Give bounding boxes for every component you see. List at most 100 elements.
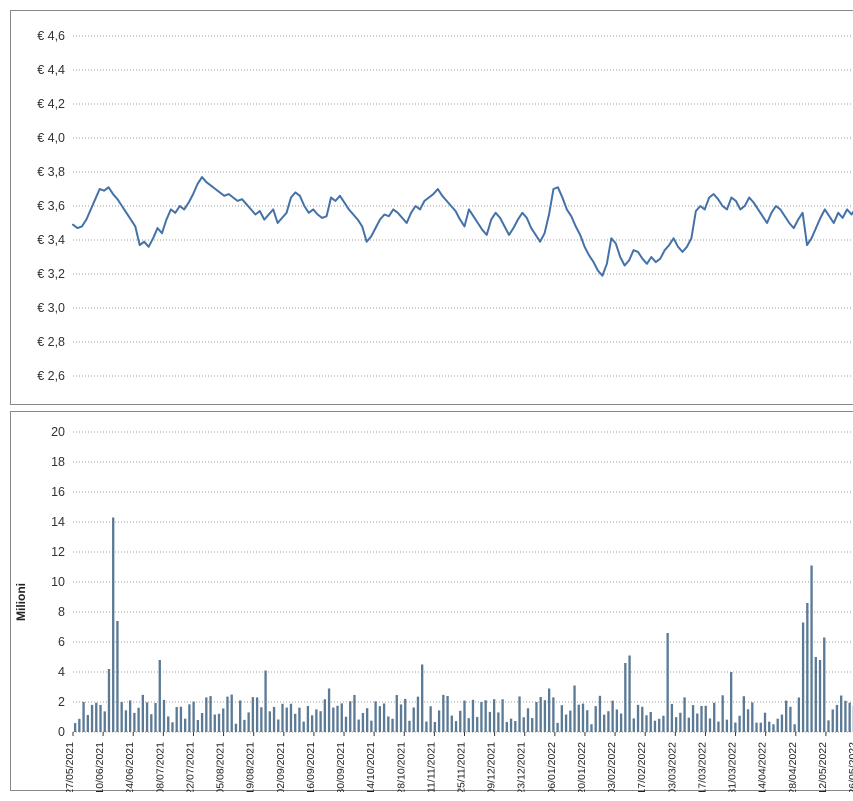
volume-bar xyxy=(243,720,245,732)
volume-x-tick-label: 27/05/2021 xyxy=(64,742,76,792)
volume-bar xyxy=(290,704,292,732)
volume-y-tick-label: 6 xyxy=(58,635,65,649)
volume-bar xyxy=(116,621,118,732)
volume-bar xyxy=(184,719,186,732)
volume-bar xyxy=(252,697,254,732)
volume-bar xyxy=(362,713,364,732)
volume-bar xyxy=(840,696,842,732)
volume-bar xyxy=(616,709,618,732)
volume-bar xyxy=(654,721,656,732)
volume-bar xyxy=(159,660,161,732)
volume-bar xyxy=(760,723,762,732)
volume-bar xyxy=(167,716,169,732)
volume-bar xyxy=(468,718,470,732)
volume-bar xyxy=(442,695,444,732)
volume-bar xyxy=(150,714,152,732)
price-y-tick-label: € 4,0 xyxy=(37,131,65,145)
volume-bar xyxy=(717,722,719,732)
volume-bar xyxy=(133,713,135,732)
price-y-tick-label: € 4,4 xyxy=(37,63,65,77)
volume-bar xyxy=(713,703,715,732)
volume-bar xyxy=(743,696,745,732)
volume-x-tick-label: 30/09/2021 xyxy=(335,742,347,792)
volume-y-tick-label: 8 xyxy=(58,605,65,619)
volume-bar xyxy=(658,719,660,732)
volume-bar xyxy=(451,716,453,732)
volume-bar xyxy=(383,703,385,732)
volume-bar xyxy=(734,723,736,732)
volume-bar xyxy=(303,722,305,732)
volume-x-tick-label: 09/12/2021 xyxy=(486,742,498,792)
volume-bar xyxy=(806,603,808,732)
volume-bar xyxy=(87,715,89,732)
volume-bar xyxy=(209,696,211,732)
volume-x-tick-label: 11/11/2021 xyxy=(425,742,437,792)
volume-bar xyxy=(578,705,580,732)
volume-bar xyxy=(472,700,474,732)
volume-bar xyxy=(91,705,93,732)
volume-bar xyxy=(683,697,685,732)
volume-bar xyxy=(709,718,711,732)
volume-bar xyxy=(349,701,351,732)
volume-x-tick-label: 19/08/2021 xyxy=(245,742,257,792)
volume-bar xyxy=(315,709,317,732)
volume-bar xyxy=(125,710,127,732)
price-y-tick-label: € 2,8 xyxy=(37,335,65,349)
volume-bar xyxy=(599,696,601,732)
volume-bar xyxy=(425,722,427,732)
volume-bar xyxy=(319,711,321,732)
volume-bar xyxy=(218,714,220,732)
volume-bar xyxy=(332,708,334,732)
volume-bar xyxy=(273,707,275,732)
volume-bar xyxy=(74,723,76,732)
volume-bar xyxy=(307,706,309,732)
volume-bar xyxy=(624,663,626,732)
volume-bar xyxy=(438,710,440,732)
volume-bar xyxy=(336,706,338,732)
volume-bar xyxy=(628,656,630,733)
volume-x-tick-label: 06/01/2022 xyxy=(546,742,558,792)
volume-bar xyxy=(531,718,533,732)
volume-x-tick-label: 24/06/2021 xyxy=(124,742,136,792)
volume-bar xyxy=(815,657,817,732)
volume-bar xyxy=(455,721,457,732)
volume-bar xyxy=(197,720,199,732)
volume-bar xyxy=(675,717,677,732)
volume-bar xyxy=(666,633,668,732)
volume-bar xyxy=(793,724,795,732)
volume-bar xyxy=(396,695,398,732)
volume-y-tick-label: 0 xyxy=(58,725,65,739)
volume-bar xyxy=(810,566,812,733)
volume-bar xyxy=(726,720,728,732)
volume-bar xyxy=(121,702,123,732)
volume-bar xyxy=(379,706,381,732)
volume-bar xyxy=(201,713,203,732)
volume-bar xyxy=(764,713,766,732)
volume-bar xyxy=(772,724,774,732)
volume-bar xyxy=(239,700,241,732)
volume-y-tick-label: 4 xyxy=(58,665,65,679)
volume-bar xyxy=(82,702,84,732)
volume-bar xyxy=(387,716,389,732)
volume-bar xyxy=(662,716,664,732)
volume-bar xyxy=(485,700,487,732)
volume-bar xyxy=(180,707,182,732)
volume-bar xyxy=(137,708,139,732)
volume-bar xyxy=(260,707,262,732)
volume-y-tick-label: 18 xyxy=(51,455,65,469)
volume-bar xyxy=(328,689,330,733)
volume-bar xyxy=(781,715,783,732)
volume-bar xyxy=(434,722,436,732)
volume-bar xyxy=(226,697,228,732)
price-y-tick-label: € 4,2 xyxy=(37,97,65,111)
price-chart-panel: € 4,6€ 4,4€ 4,2€ 4,0€ 3,8€ 3,6€ 3,4€ 3,2… xyxy=(10,10,853,405)
volume-bar xyxy=(374,701,376,732)
volume-bar xyxy=(256,697,258,732)
volume-bar xyxy=(514,721,516,732)
volume-bar xyxy=(247,712,249,732)
volume-bar xyxy=(819,660,821,732)
volume-bar xyxy=(671,704,673,732)
volume-bar xyxy=(370,721,372,732)
volume-x-tick-label: 26/05/2022 xyxy=(847,742,853,792)
volume-bar xyxy=(269,711,271,732)
